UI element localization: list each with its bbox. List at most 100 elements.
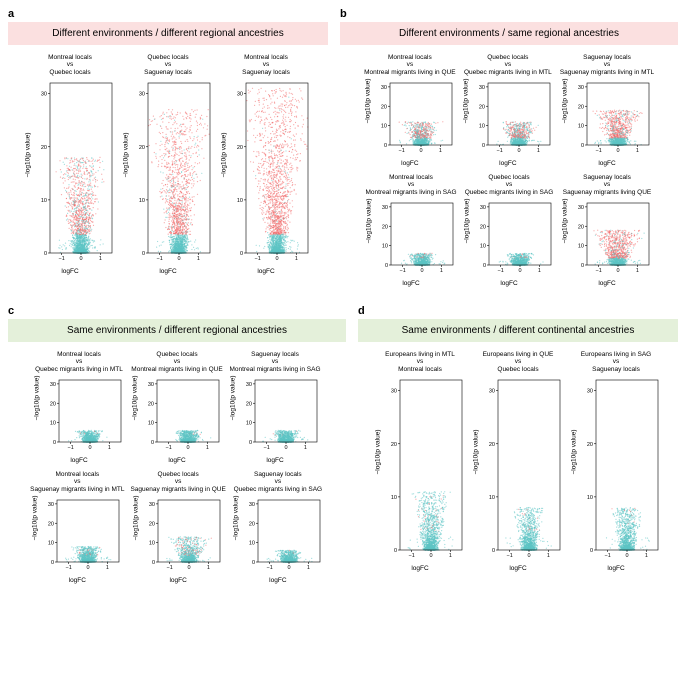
plot-title: Europeans living in MTLvsMontreal locals <box>385 350 455 374</box>
x-axis-label: logFC <box>598 280 615 287</box>
x-axis-label: logFC <box>402 280 419 287</box>
panel-d-plots: Europeans living in MTLvsMontreal locals… <box>358 350 678 572</box>
volcano-plot: −1010102030 <box>240 496 324 576</box>
panel-c: c Same environments / different regional… <box>8 305 346 584</box>
volcano-plot: −1010102030 <box>372 79 456 159</box>
volcano-plot: −1010102030 <box>578 376 662 564</box>
plot-area: −log10(p value) −1010102030 <box>365 199 457 279</box>
y-axis-label: −log10(p value) <box>221 169 228 177</box>
panel-b-label: b <box>340 8 678 20</box>
plot-wrap: Montreal localsvsSaguenay migrants livin… <box>30 470 124 584</box>
plot-title: Europeans living in QUEvsQuebec locals <box>483 350 554 374</box>
y-axis-label: −log10(p value) <box>25 169 32 177</box>
panel-b: b Different environments / same regional… <box>340 8 678 287</box>
x-axis-label: logFC <box>269 577 286 584</box>
plot-area: −log10(p value) −1010102030 <box>561 199 653 279</box>
plot-area: −log10(p value) −1010102030 <box>561 79 653 159</box>
plot-title: Quebec localsvsMontreal migrants living … <box>131 350 222 374</box>
panel-b-plots: Montreal localsvsMontreal migrants livin… <box>340 53 678 287</box>
plot-title: Quebec localsvsSaguenay migrants living … <box>130 470 225 494</box>
plot-area: −log10(p value) −1010102030 <box>33 376 125 456</box>
plot-title: Europeans living in SAGvsSaguenay locals <box>581 350 651 374</box>
y-axis-label: −log10(p value) <box>562 235 569 243</box>
x-axis-label: logFC <box>509 565 526 572</box>
plot-area: −log10(p value) −1010102030 <box>24 79 116 267</box>
plot-title: Montreal localsvsSaguenay migrants livin… <box>30 470 124 494</box>
svg-text:0: 0 <box>44 251 47 257</box>
x-axis-label: logFC <box>70 457 87 464</box>
volcano-plot: −1010102030 <box>480 376 564 564</box>
panel-a-banner: Different environments / different regio… <box>8 22 328 45</box>
plot-area: −log10(p value) −1010102030 <box>374 376 466 564</box>
volcano-plot: −1010102030 <box>140 496 224 576</box>
plot-area: −log10(p value) −1010102030 <box>462 79 554 159</box>
x-axis-label: logFC <box>159 268 176 275</box>
plot-wrap: Montreal localsvsMontreal migrants livin… <box>365 173 457 287</box>
panel-a: a Different environments / different reg… <box>8 8 328 287</box>
y-axis-label: −log10(p value) <box>230 412 237 420</box>
plot-wrap: Montreal localsvsMontreal migrants livin… <box>364 53 456 167</box>
y-axis-label: −log10(p value) <box>132 412 139 420</box>
x-axis-label: logFC <box>607 565 624 572</box>
plot-wrap: Quebec localsvsQuebec migrants living in… <box>463 173 555 287</box>
panel-a-label: a <box>8 8 328 20</box>
panel-c-banner: Same environments / different regional a… <box>8 319 346 342</box>
panel-a-plots: Montreal localsvsQuebec locals −log10(p … <box>8 53 328 275</box>
volcano-plot: −1010102030 <box>569 79 653 159</box>
plot-title: Saguenay localsvsQuebec migrants living … <box>234 470 323 494</box>
y-axis-label: −log10(p value) <box>464 235 471 243</box>
plot-wrap: Quebec localsvsMontreal migrants living … <box>131 350 223 464</box>
volcano-plot: −1010102030 <box>130 79 214 267</box>
y-axis-label: −log10(p value) <box>32 532 39 540</box>
plot-wrap: Quebec localsvsSaguenay locals −log10(p … <box>122 53 214 275</box>
plot-area: −log10(p value) −1010102030 <box>131 376 223 456</box>
volcano-plot: −1010102030 <box>237 376 321 456</box>
x-axis-label: logFC <box>499 160 516 167</box>
plot-area: −log10(p value) −1010102030 <box>122 79 214 267</box>
plot-title: Saguenay localsvsSaguenay migrants livin… <box>563 173 652 197</box>
volcano-plot: −1010102030 <box>39 496 123 576</box>
plot-title: Montreal localsvsQuebec migrants living … <box>35 350 123 374</box>
panel-c-label: c <box>8 305 346 317</box>
plot-area: −log10(p value) −1010102030 <box>364 79 456 159</box>
plot-wrap: Saguenay localsvsQuebec migrants living … <box>232 470 324 584</box>
svg-text:−1: −1 <box>58 256 64 262</box>
plot-wrap: Montreal localsvsQuebec migrants living … <box>33 350 125 464</box>
volcano-plot: −1010102030 <box>228 79 312 267</box>
plot-title: Montreal localsvsMontreal migrants livin… <box>365 173 456 197</box>
svg-text:20: 20 <box>41 145 47 151</box>
volcano-plot: −1010102030 <box>32 79 116 267</box>
x-axis-label: logFC <box>61 268 78 275</box>
volcano-plot: −1010102030 <box>569 199 653 279</box>
y-axis-label: −log10(p value) <box>366 235 373 243</box>
panel-d: d Same environments / different continen… <box>358 305 678 584</box>
y-axis-label: −log10(p value) <box>34 412 41 420</box>
y-axis-label: −log10(p value) <box>133 532 140 540</box>
row-ab: a Different environments / different reg… <box>8 8 678 287</box>
plot-title: Montreal localsvsMontreal migrants livin… <box>364 53 455 77</box>
plot-wrap: Saguenay localsvsSaguenay migrants livin… <box>560 53 654 167</box>
panel-d-banner: Same environments / different continenta… <box>358 319 678 342</box>
plot-area: −log10(p value) −1010102030 <box>232 496 324 576</box>
volcano-plot: −1010102030 <box>382 376 466 564</box>
panel-c-plots: Montreal localsvsQuebec migrants living … <box>8 350 346 584</box>
volcano-plot: −1010102030 <box>471 199 555 279</box>
y-axis-label: −log10(p value) <box>123 169 130 177</box>
plot-wrap: Montreal localsvsSaguenay locals −log10(… <box>220 53 312 275</box>
y-axis-label: −log10(p value) <box>232 532 239 540</box>
plot-area: −log10(p value) −1010102030 <box>472 376 564 564</box>
plot-title: Saguenay localsvsSaguenay migrants livin… <box>560 53 654 77</box>
row-cd: c Same environments / different regional… <box>8 305 678 584</box>
x-axis-label: logFC <box>500 280 517 287</box>
plot-wrap: Europeans living in MTLvsMontreal locals… <box>374 350 466 572</box>
volcano-plot: −1010102030 <box>41 376 125 456</box>
plot-wrap: Montreal localsvsQuebec locals −log10(p … <box>24 53 116 275</box>
x-axis-label: logFC <box>69 577 86 584</box>
plot-wrap: Europeans living in SAGvsSaguenay locals… <box>570 350 662 572</box>
plot-title: Saguenay localsvsMontreal migrants livin… <box>229 350 320 374</box>
svg-text:30: 30 <box>41 92 47 98</box>
plot-wrap: Saguenay localsvsSaguenay migrants livin… <box>561 173 653 287</box>
plot-area: −log10(p value) −1010102030 <box>463 199 555 279</box>
x-axis-label: logFC <box>598 160 615 167</box>
y-axis-label: −log10(p value) <box>561 115 568 123</box>
